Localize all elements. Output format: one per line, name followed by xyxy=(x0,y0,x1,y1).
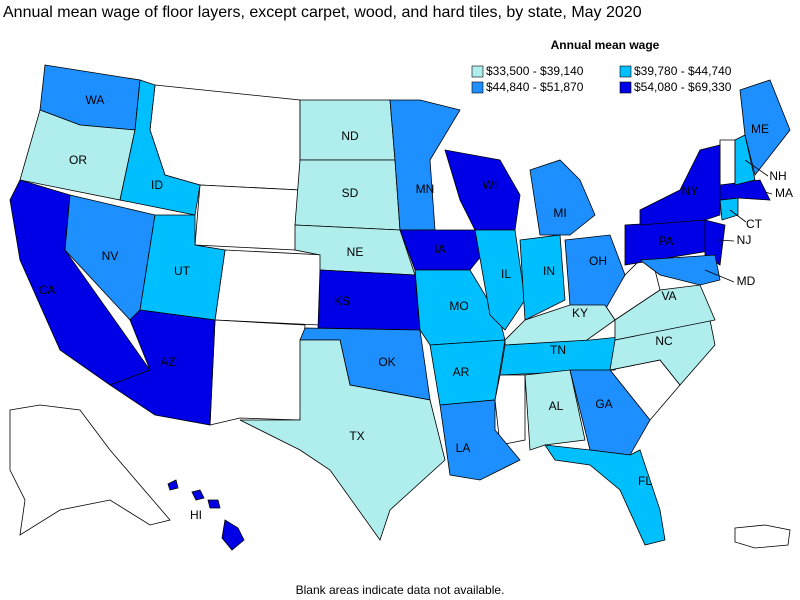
legend: $33,500 - $39,140 $39,780 - $44,740 $44,… xyxy=(471,64,732,94)
state-blank xyxy=(734,524,791,549)
state-blank xyxy=(214,249,326,326)
state-label: OK xyxy=(378,355,395,369)
legend-swatch xyxy=(471,65,484,78)
state-label: MD xyxy=(737,274,756,288)
state-label: FL xyxy=(638,474,652,488)
state xyxy=(739,79,791,176)
legend-title: Annual mean wage xyxy=(551,38,660,52)
state-labels: WA OR CA NV ID UT AZ ND SD NE KS OK TX M… xyxy=(39,93,793,522)
state xyxy=(719,179,771,201)
state xyxy=(524,369,586,451)
leader-line xyxy=(717,239,735,242)
legend-swatch xyxy=(471,81,484,94)
state-label: IA xyxy=(434,242,445,256)
state-label: MI xyxy=(553,206,566,220)
state xyxy=(519,234,566,321)
legend-swatch xyxy=(619,81,632,94)
state-label: SD xyxy=(342,186,359,200)
state-label: OR xyxy=(69,153,87,167)
legend-label: $39,780 - $44,740 xyxy=(634,64,732,78)
state-label: OH xyxy=(589,254,607,268)
state-label: MN xyxy=(416,182,435,196)
state-blank xyxy=(194,184,301,251)
state-blank xyxy=(149,84,301,191)
state-label: NY xyxy=(682,184,699,198)
state-blank xyxy=(9,404,171,536)
leader-line xyxy=(744,159,769,177)
legend-label: $33,500 - $39,140 xyxy=(486,64,584,78)
state xyxy=(544,444,666,546)
state-label: IL xyxy=(501,267,511,281)
state xyxy=(569,369,651,456)
state-label: CA xyxy=(39,283,56,297)
state-blank xyxy=(494,374,526,446)
state-label: IN xyxy=(543,264,555,278)
legend-label: $44,840 - $51,870 xyxy=(486,80,584,94)
leader-line xyxy=(704,269,735,283)
state xyxy=(207,499,221,509)
state-label: TN xyxy=(550,343,566,357)
state xyxy=(719,197,739,221)
map-title: Annual mean wage of floor layers, except… xyxy=(3,4,642,21)
state-label: AR xyxy=(453,365,470,379)
state xyxy=(614,284,716,341)
state-label: ME xyxy=(751,122,769,136)
leader-line xyxy=(729,209,747,223)
state-label: MO xyxy=(449,299,468,313)
state-blank xyxy=(209,319,306,426)
state-blank xyxy=(719,139,736,186)
state xyxy=(704,219,726,266)
state-label: KY xyxy=(572,306,588,320)
state-label: ID xyxy=(151,178,163,192)
state xyxy=(389,99,461,231)
state-label: NJ xyxy=(737,233,752,247)
state-label: VA xyxy=(661,289,676,303)
state xyxy=(564,234,626,311)
state xyxy=(529,159,596,236)
state xyxy=(167,479,179,491)
state-label: NE xyxy=(347,245,364,259)
state xyxy=(474,229,526,331)
state-label: MA xyxy=(775,186,793,200)
state-label: AL xyxy=(549,399,564,413)
state-label: NH xyxy=(769,169,786,183)
state-label: UT xyxy=(174,264,191,278)
state xyxy=(239,339,446,541)
legend-swatch xyxy=(619,65,632,78)
state-label: WA xyxy=(86,93,105,107)
state-label: GA xyxy=(595,397,612,411)
state-label: NV xyxy=(102,249,119,263)
state xyxy=(191,489,205,501)
states xyxy=(9,64,791,551)
state xyxy=(119,79,201,216)
state xyxy=(639,144,721,226)
state-label: NC xyxy=(655,334,673,348)
state xyxy=(638,254,721,286)
state xyxy=(109,309,216,426)
state xyxy=(221,519,245,551)
legend-label: $54,080 - $69,330 xyxy=(634,80,732,94)
leader-line xyxy=(764,191,773,195)
state-label: LA xyxy=(456,441,471,455)
footnote: Blank areas indicate data not available. xyxy=(296,583,505,597)
state-label: AZ xyxy=(160,355,175,369)
state-label: WI xyxy=(483,178,498,192)
state-label: ND xyxy=(341,129,359,143)
state-label: KS xyxy=(334,294,350,308)
state-label: PA xyxy=(658,234,673,248)
state-label: HI xyxy=(190,508,202,522)
state xyxy=(439,399,521,481)
state-label: CT xyxy=(746,217,763,231)
state-label: TX xyxy=(349,429,364,443)
